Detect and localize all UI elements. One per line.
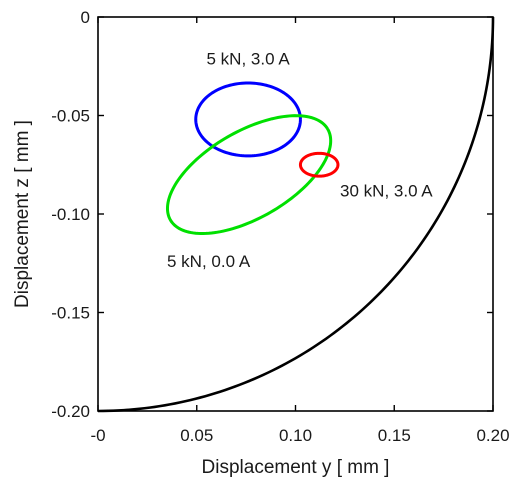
annotations-layer: 5 kN, 3.0 A 5 kN, 0.0 A 30 kN, 3.0 A xyxy=(167,49,433,271)
annotation-5kn-0a: 5 kN, 0.0 A xyxy=(167,252,251,271)
x-tick-label: 0.05 xyxy=(180,426,213,445)
y-tick-label: 0 xyxy=(81,8,90,27)
x-axis-label: Displacement y [ mm ] xyxy=(202,457,390,478)
x-tick-label: 0.15 xyxy=(378,426,411,445)
marks-layer xyxy=(97,16,495,413)
annotation-30kn-3a: 30 kN, 3.0 A xyxy=(340,181,433,200)
plot-frame xyxy=(97,16,494,412)
ellipse-30kn-3a xyxy=(298,151,340,178)
x-tick-label: 0.10 xyxy=(279,426,312,445)
ellipse-5kn-0a xyxy=(165,114,333,236)
x-tick-label: 0.20 xyxy=(476,426,509,445)
annotation-5kn-3a: 5 kN, 3.0 A xyxy=(207,49,291,68)
y-tick-label: -0.15 xyxy=(51,304,90,323)
ellipse-5kn-3a xyxy=(194,81,302,158)
y-tick-label: -0.05 xyxy=(51,107,90,126)
y-tick-label: -0.20 xyxy=(51,402,90,421)
ticks-layer: -0 0.05 0.10 0.15 0.20 0 -0.05 -0.10 -0.15 -0.20 xyxy=(51,8,509,445)
x-tick-label: -0 xyxy=(90,426,105,445)
boundary-arc xyxy=(97,16,495,413)
y-tick-label: -0.10 xyxy=(51,205,90,224)
y-axis-label: Displacement z [ mm ] xyxy=(12,120,33,308)
